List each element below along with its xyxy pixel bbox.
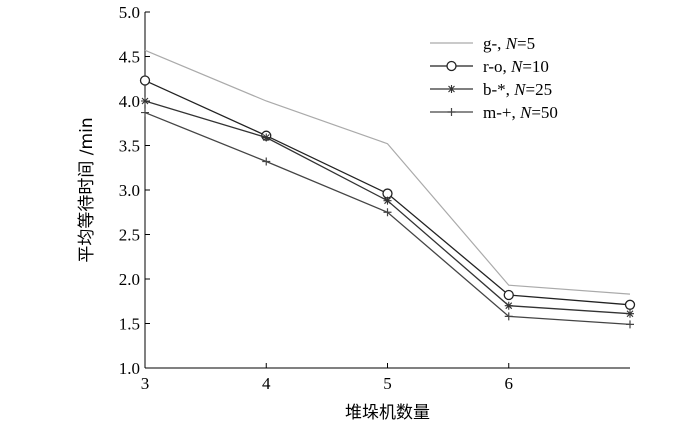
series-2-point [624, 299, 636, 310]
series-1-line [144, 49, 631, 295]
y-tick-label: 4.5 [119, 48, 140, 67]
legend-marker [447, 108, 456, 116]
legend-item-2: r-o, N=10 [430, 57, 549, 76]
x-tick-label: 4 [262, 374, 271, 393]
y-tick-label: 2.5 [119, 226, 140, 245]
series-2-point [139, 75, 151, 86]
series-4-point [626, 320, 634, 329]
legend-item-3: b-*, N=25 [430, 80, 552, 99]
series-3-point [383, 196, 392, 205]
series-4-point [383, 208, 392, 217]
series-4-point [141, 108, 149, 117]
series-2 [139, 75, 636, 310]
series-4 [141, 108, 634, 329]
legend-item-4: m-+, N=50 [430, 103, 558, 122]
axes: 1.0 1.5 2.0 2.5 3.0 3.5 4.0 4.5 5.0 3 4 5 6 [119, 3, 630, 393]
series-3-line [144, 100, 631, 315]
x-axis-label: 堆垛机数量 [345, 403, 430, 423]
y-tick-label: 5.0 [119, 3, 140, 22]
x-tick-label: 3 [141, 374, 150, 393]
y-tick-label: 1.0 [119, 359, 140, 378]
y-tick-label: 1.5 [119, 315, 140, 334]
y-tick-label: 3.5 [119, 137, 140, 156]
legend-label: m-+, N=50 [483, 103, 558, 122]
y-tick-label: 3.0 [119, 181, 140, 200]
series-4-point [504, 312, 513, 321]
y-tick-label: 4.0 [119, 92, 140, 111]
legend-marker [446, 60, 457, 72]
legend-label: g-, N=5 [483, 34, 535, 53]
legend-marker [447, 85, 456, 93]
legend-label: b-*, N=25 [483, 80, 552, 99]
x-tick-label: 5 [383, 374, 392, 393]
y-tick-label: 2.0 [119, 270, 140, 289]
legend-label: r-o, N=10 [483, 57, 549, 76]
series-3-point [141, 97, 149, 105]
y-axis-label: 平均等待时间 /min [77, 117, 97, 262]
series-3-point [262, 133, 271, 142]
series-4-point [262, 157, 271, 166]
series-3-point [626, 309, 634, 318]
series-3-point [504, 301, 513, 310]
series-3 [141, 97, 634, 318]
x-tick-label: 6 [505, 374, 514, 393]
legend-item-1: g-, N=5 [430, 34, 535, 53]
series-2-point [503, 289, 514, 301]
legend: g-, N=5 r-o, N=10 b-*, N=25 m-+, N=50 [430, 34, 558, 122]
series-layer [139, 49, 636, 329]
series-1 [144, 49, 631, 295]
